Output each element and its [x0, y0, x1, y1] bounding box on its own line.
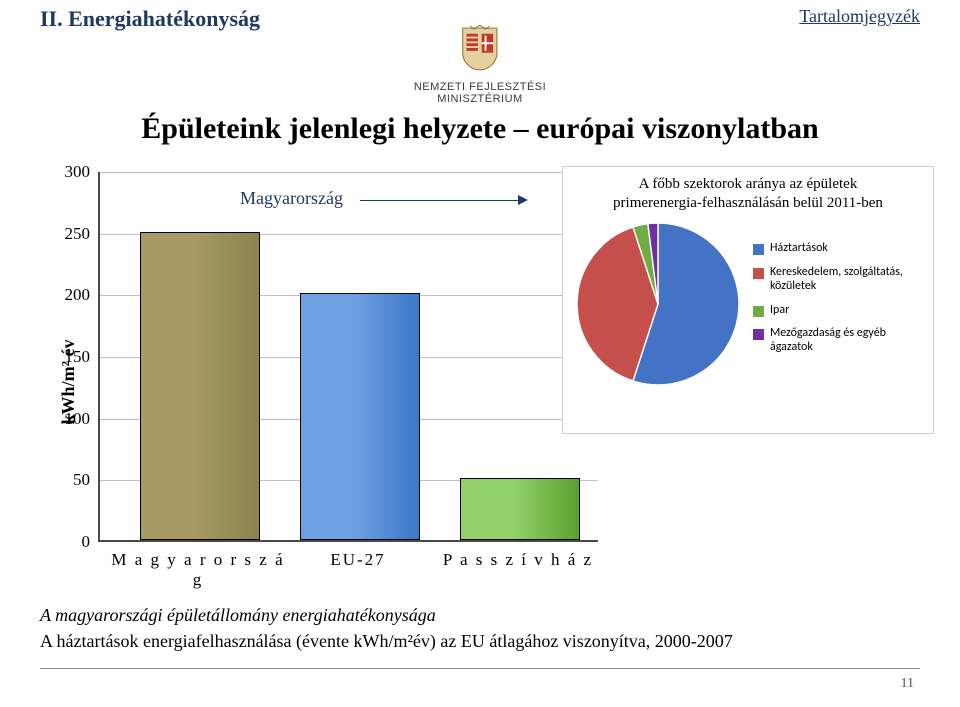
y-tick-label: 150: [40, 347, 90, 367]
caption: A magyarországi épületállomány energiaha…: [40, 602, 733, 654]
pie-chart: [573, 219, 743, 389]
legend-swatch-icon: [753, 268, 764, 279]
pie-legend-item: Kereskedelem, szolgáltatás, közületek: [753, 266, 923, 294]
ministry-name-line2: MINISZTÉRIUM: [414, 93, 546, 105]
pie-legend: Háztartások Kereskedelem, szolgáltatás, k…: [753, 242, 923, 365]
legend-label: Ipar: [770, 304, 789, 318]
footer-rule: [40, 668, 920, 669]
y-tick-label: 300: [40, 162, 90, 182]
caption-line2: A háztartások energiafelhasználása (éven…: [40, 628, 733, 654]
toc-link[interactable]: Tartalomjegyzék: [799, 6, 920, 27]
legend-label: Háztartások: [770, 242, 828, 256]
legend-swatch-icon: [753, 306, 764, 317]
bar-slot: [300, 170, 420, 540]
pie-legend-item: Ipar: [753, 304, 923, 318]
callout-arrow-icon: [518, 195, 528, 205]
legend-label: Kereskedelem, szolgáltatás, közületek: [770, 266, 923, 294]
bar-chart: kWh/m² év 050100150200250300 M a g y a r…: [40, 172, 630, 592]
ministry-name-line1: NEMZETI FEJLESZTÉSI: [414, 81, 546, 93]
hungary-crest-icon: [461, 24, 499, 72]
bar: [140, 232, 260, 540]
x-category-label: EU-27: [268, 550, 448, 570]
callout-line: [360, 200, 518, 201]
legend-swatch-icon: [753, 244, 764, 255]
caption-line1: A magyarországi épületállomány energiaha…: [40, 602, 733, 628]
y-tick-label: 100: [40, 409, 90, 429]
x-category-label: M a g y a r o r s z á g: [108, 550, 288, 590]
page-number: 11: [901, 676, 914, 692]
legend-label: Mezőgazdaság és egyéb ágazatok: [770, 327, 923, 355]
ministry-logo-block: NEMZETI FEJLESZTÉSI MINISZTÉRIUM: [414, 24, 546, 105]
callout-label: Magyarország: [240, 188, 343, 209]
pie-legend-item: Mezőgazdaság és egyéb ágazatok: [753, 327, 923, 355]
pie-chart-box: A főbb szektorok aránya az épületek prim…: [562, 166, 934, 434]
x-category-label: P a s s z í v h á z: [428, 550, 608, 570]
slide-title: Épületeink jelenlegi helyzete – európai …: [0, 112, 960, 146]
pie-chart-title: A főbb szektorok aránya az épületek prim…: [573, 175, 923, 213]
bar-slot: [140, 170, 260, 540]
y-tick-label: 0: [40, 532, 90, 552]
bar: [460, 478, 580, 540]
y-tick-label: 200: [40, 285, 90, 305]
pie-legend-item: Háztartások: [753, 242, 923, 256]
y-tick-label: 50: [40, 470, 90, 490]
bar: [300, 293, 420, 540]
bar-chart-plot: [98, 172, 598, 542]
y-tick-label: 250: [40, 224, 90, 244]
legend-swatch-icon: [753, 329, 764, 340]
section-title: II. Energiahatékonyság: [40, 6, 260, 32]
